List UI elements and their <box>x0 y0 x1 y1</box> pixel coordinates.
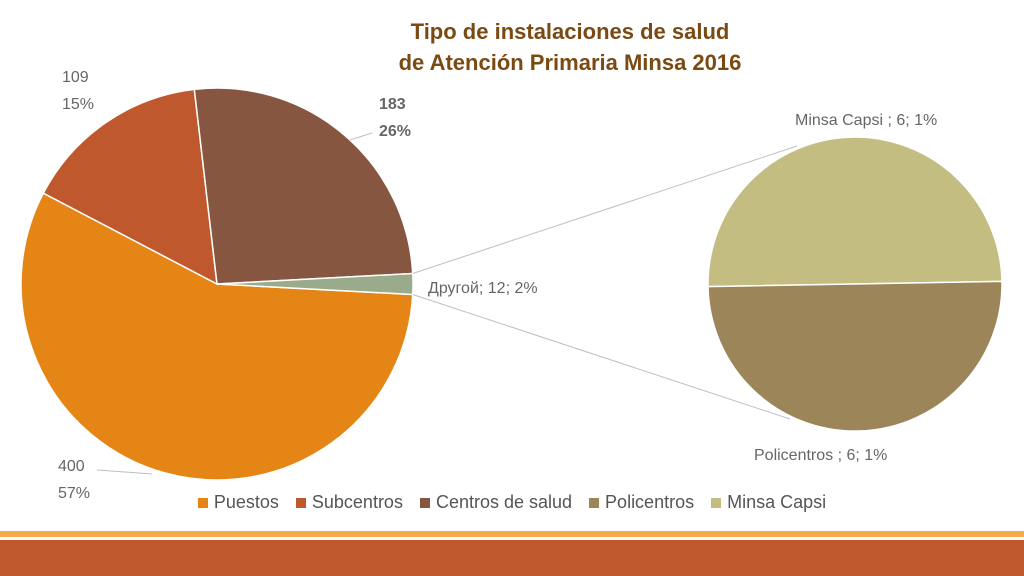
legend-swatch-subcentros <box>295 497 306 508</box>
footer-bar <box>0 540 1024 576</box>
label-centros-percent: 26% <box>379 123 411 140</box>
main-pie <box>20 87 414 481</box>
leader-line-centros <box>349 132 373 141</box>
secondary-pie <box>707 136 1003 432</box>
label-otro: Другой; 12; 2% <box>428 280 538 297</box>
pie-slice-minsa-capsi <box>707 136 1003 288</box>
chart-legend: Puestos Subcentros Centros de salud Poli… <box>0 492 1024 513</box>
label-puestos-percent: 57% <box>58 485 90 502</box>
chart-title-line-1: Tipo de instalaciones de salud <box>410 19 730 44</box>
label-subcentros-value: 109 <box>62 69 89 86</box>
pie-slice-другой <box>216 272 414 296</box>
legend-label-minsa-capsi: Minsa Capsi <box>727 492 827 512</box>
legend-label-puestos: Puestos <box>213 492 279 512</box>
leader-line-puestos <box>96 469 153 475</box>
chart-title-line-2: de Atención Primaria Minsa 2016 <box>398 50 742 75</box>
connector-line-bottom <box>412 294 791 420</box>
legend-label-subcentros: Subcentros <box>311 492 403 512</box>
legend-item-centros: Centros de salud <box>419 492 573 513</box>
chart-title: Tipo de instalaciones de salud de Atenci… <box>340 16 800 78</box>
legend-swatch-policentros <box>589 497 600 508</box>
legend-item-puestos: Puestos <box>197 492 279 513</box>
legend-item-policentros: Policentros <box>589 492 694 513</box>
legend-label-policentros: Policentros <box>605 492 695 512</box>
legend-swatch-centros <box>419 497 430 508</box>
legend-label-centros: Centros de salud <box>435 492 573 512</box>
legend-swatch-minsa-capsi <box>711 497 722 508</box>
label-centros-value: 183 <box>379 96 406 113</box>
connector-line-top <box>412 145 798 274</box>
pie-slice-centros-de-salud <box>193 87 414 285</box>
legend-swatch-puestos <box>197 497 208 508</box>
legend-item-subcentros: Subcentros <box>295 492 403 513</box>
label-puestos-value: 400 <box>58 458 85 475</box>
label-policentros: Policentros ; 6; 1% <box>754 447 887 464</box>
label-subcentros-percent: 15% <box>62 96 94 113</box>
label-minsa-capsi: Minsa Capsi ; 6; 1% <box>795 112 937 129</box>
footer-accent-line <box>0 531 1024 537</box>
pie-slice-puestos <box>20 192 414 481</box>
pie-slice-policentros <box>707 280 1003 432</box>
legend-item-minsa-capsi: Minsa Capsi <box>711 492 826 513</box>
pie-slice-subcentros <box>42 88 218 286</box>
connector-lines <box>96 132 798 475</box>
